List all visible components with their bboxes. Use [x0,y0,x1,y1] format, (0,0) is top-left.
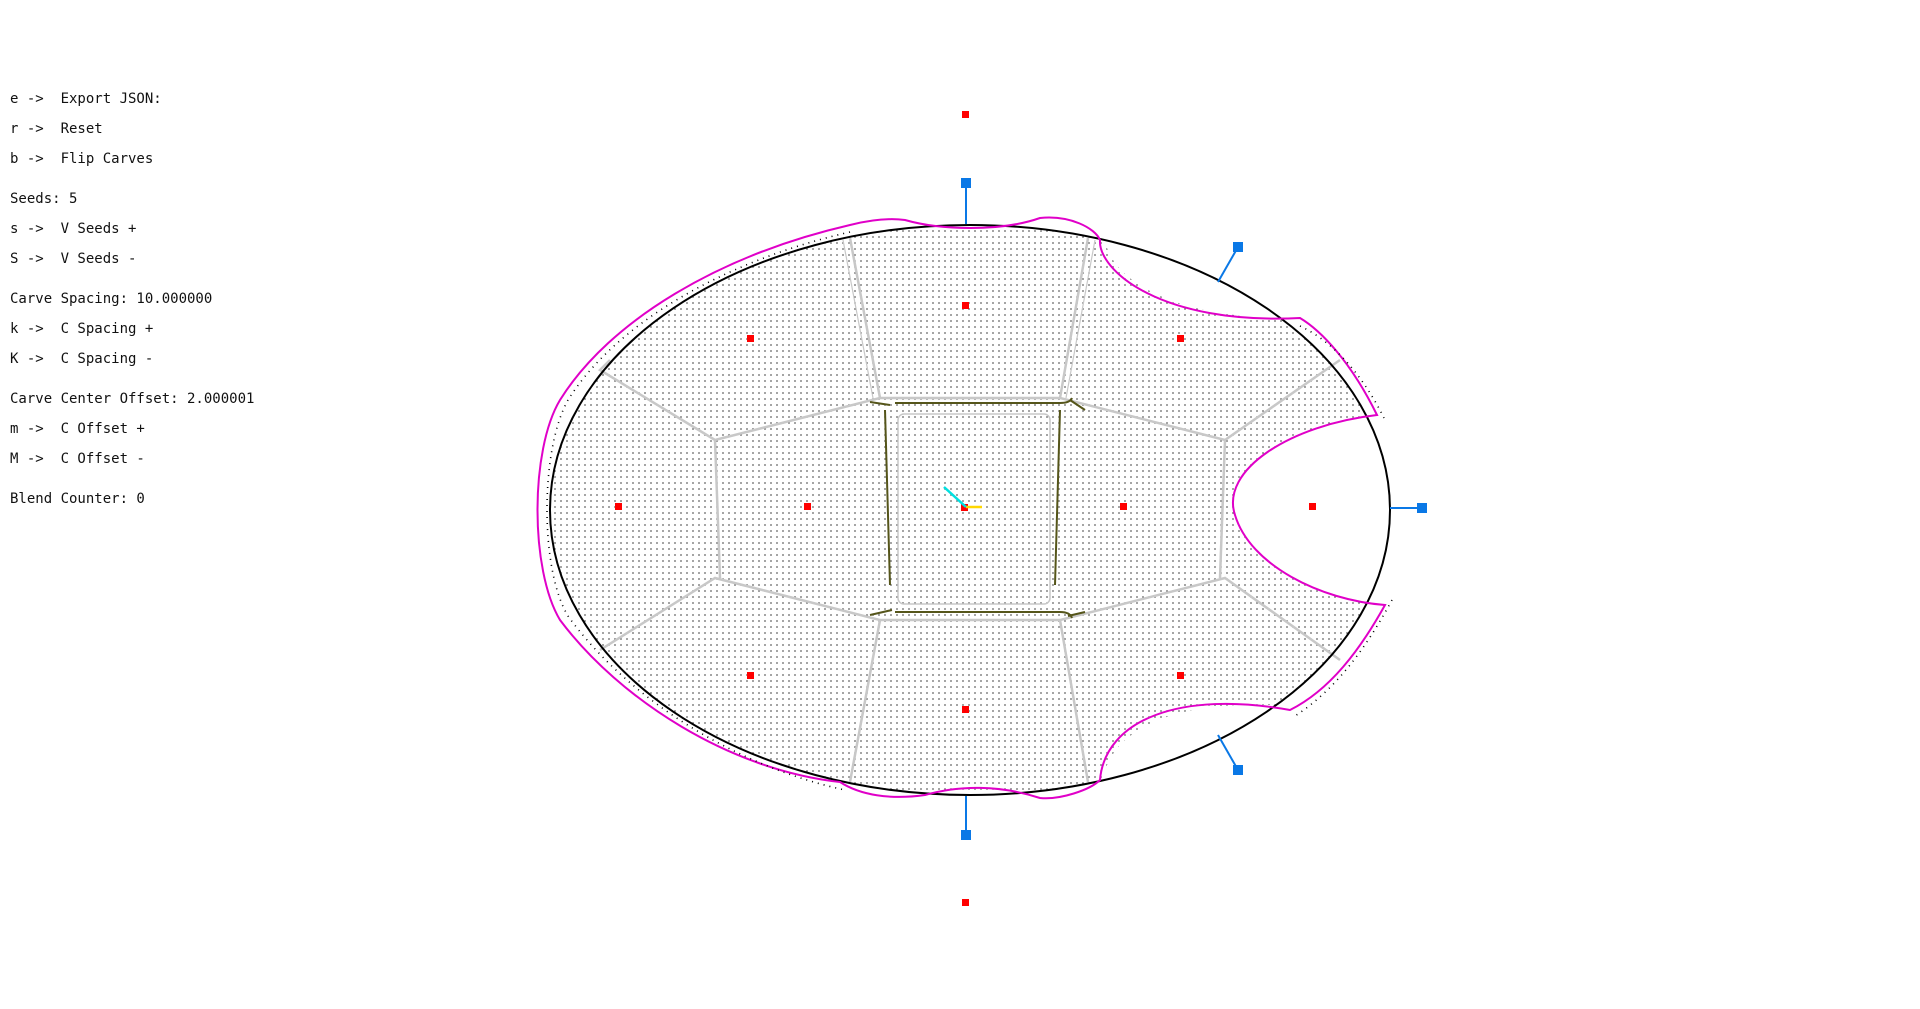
voronoi-cells [597,237,1341,783]
hud-export: e -> Export JSON: [10,91,162,107]
seed[interactable] [962,899,969,906]
seeds[interactable] [615,111,1316,906]
hud-seeds: Seeds: 5 [10,191,78,207]
hud-offset-plus: m -> C Offset + [10,421,145,437]
seed[interactable] [1309,503,1316,510]
seed[interactable] [804,503,811,510]
seed[interactable] [747,672,754,679]
carve-stipple [546,231,1393,791]
handles[interactable] [961,178,1427,840]
hud-carve-spacing: Carve Spacing: 10.000000 [10,291,213,307]
hud-blend-counter: Blend Counter: 0 [10,491,145,507]
hud-offset-minus: M -> C Offset - [10,451,145,467]
seed[interactable] [1177,335,1184,342]
handle-bottom-right[interactable] [1233,765,1243,775]
seed-center[interactable] [961,504,968,511]
seed[interactable] [747,335,754,342]
handle-top[interactable] [961,178,971,188]
hud-spacing-minus: K -> C Spacing - [10,351,154,367]
carve-outline [536,216,1387,800]
seed[interactable] [615,503,622,510]
seed[interactable] [1120,503,1127,510]
boundary-ellipse [549,224,1391,796]
controls-overlay: e -> Export JSON: r -> Reset b -> Flip C… [10,84,254,514]
hud-reset: r -> Reset [10,121,103,137]
carve-lobe-right [1233,415,1390,605]
hud-seeds-plus: s -> V Seeds + [10,221,137,237]
handle-bottom[interactable] [961,830,971,840]
dot-fill [550,225,1390,795]
hud-spacing-plus: k -> C Spacing + [10,321,154,337]
seed[interactable] [962,706,969,713]
seed[interactable] [1177,672,1184,679]
axes-gizmo [943,486,982,509]
seed[interactable] [962,302,969,309]
seed[interactable] [962,111,969,118]
center-cell-inner [897,413,1051,605]
handle-top-right[interactable] [1233,242,1243,252]
hud-carve-offset: Carve Center Offset: 2.000001 [10,391,255,407]
handle-right[interactable] [1417,503,1427,513]
hud-flip: b -> Flip Carves [10,151,154,167]
center-cell [869,397,1086,619]
hud-seeds-minus: S -> V Seeds - [10,251,137,267]
